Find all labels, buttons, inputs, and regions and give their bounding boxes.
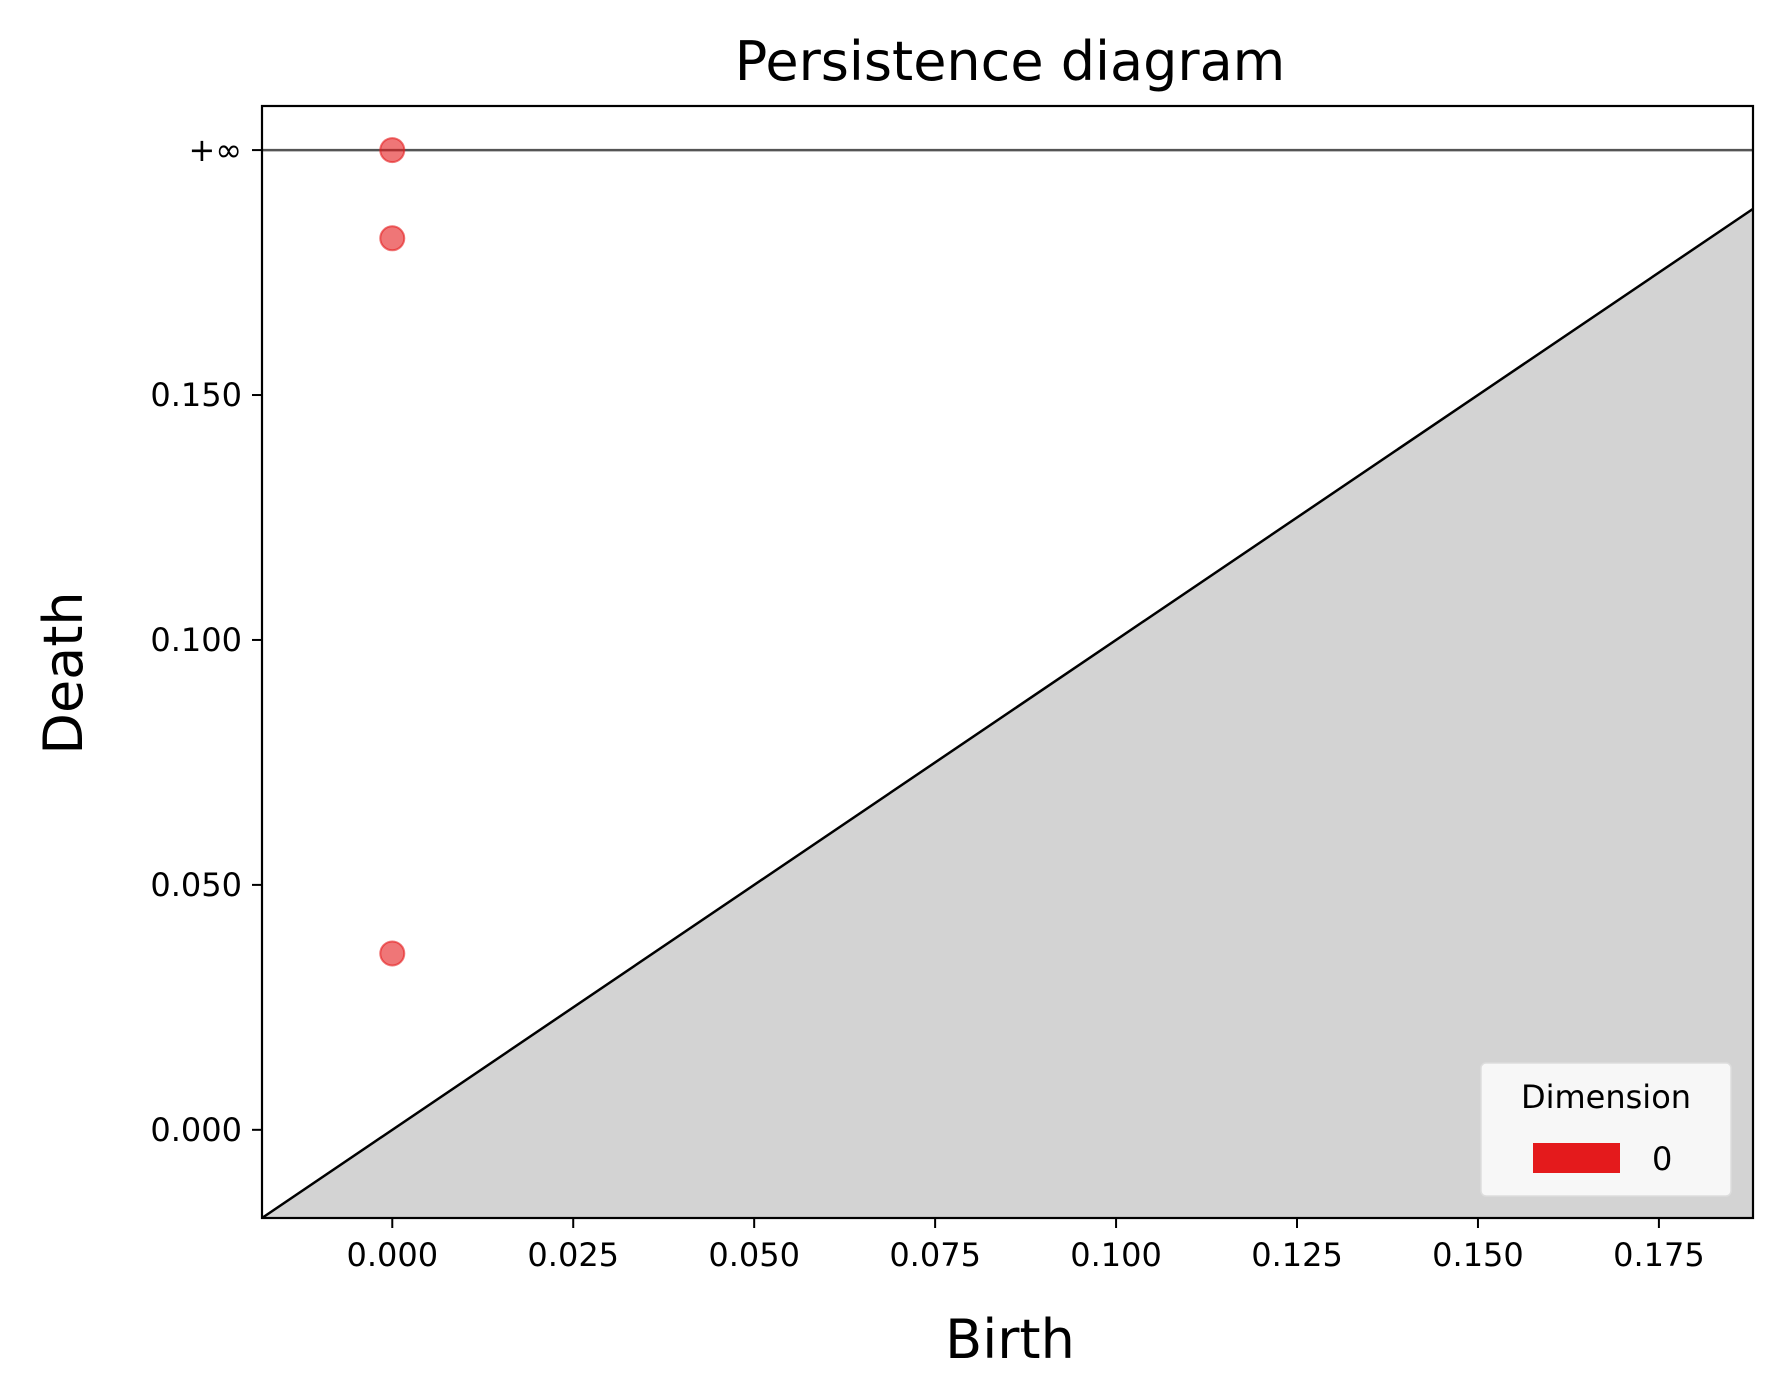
y-tick-label-infinity: +∞	[189, 131, 242, 169]
data-point	[379, 137, 406, 164]
y-tick-label: 0.150	[150, 376, 242, 414]
x-tick-label: 0.100	[1070, 1236, 1162, 1274]
data-point	[379, 940, 406, 967]
x-axis-label: Birth	[945, 1308, 1075, 1371]
data-points	[379, 137, 406, 967]
y-axis-label: Death	[32, 591, 95, 754]
data-point	[379, 225, 406, 252]
x-tick-label: 0.075	[889, 1236, 981, 1274]
legend-swatch	[1533, 1143, 1620, 1173]
x-tick-label: 0.025	[527, 1236, 619, 1274]
x-tick-label: 0.050	[708, 1236, 800, 1274]
legend-title: Dimension	[1521, 1078, 1691, 1116]
plot-area	[260, 104, 1755, 1220]
x-tick-label: 0.125	[1251, 1236, 1343, 1274]
x-tick-label: 0.175	[1613, 1236, 1705, 1274]
legend-entry-label: 0	[1652, 1140, 1672, 1178]
y-tick-label: 0.000	[150, 1111, 242, 1149]
y-tick-label: 0.100	[150, 621, 242, 659]
chart-title: Persistence diagram	[735, 30, 1286, 93]
axes-frame	[260, 104, 1755, 1220]
x-tick-label: 0.000	[346, 1236, 438, 1274]
y-tick-label: 0.050	[150, 866, 242, 904]
diagonal-line	[261, 207, 1754, 1220]
legend: Dimension 0	[1480, 1062, 1732, 1197]
x-axis-ticks: 0.000 0.025 0.050 0.075 0.100 0.125 0.150 0.175	[346, 1218, 1705, 1274]
y-axis-ticks: 0.000 0.050 0.100 0.150 +∞	[150, 131, 262, 1149]
x-tick-label: 0.150	[1432, 1236, 1524, 1274]
